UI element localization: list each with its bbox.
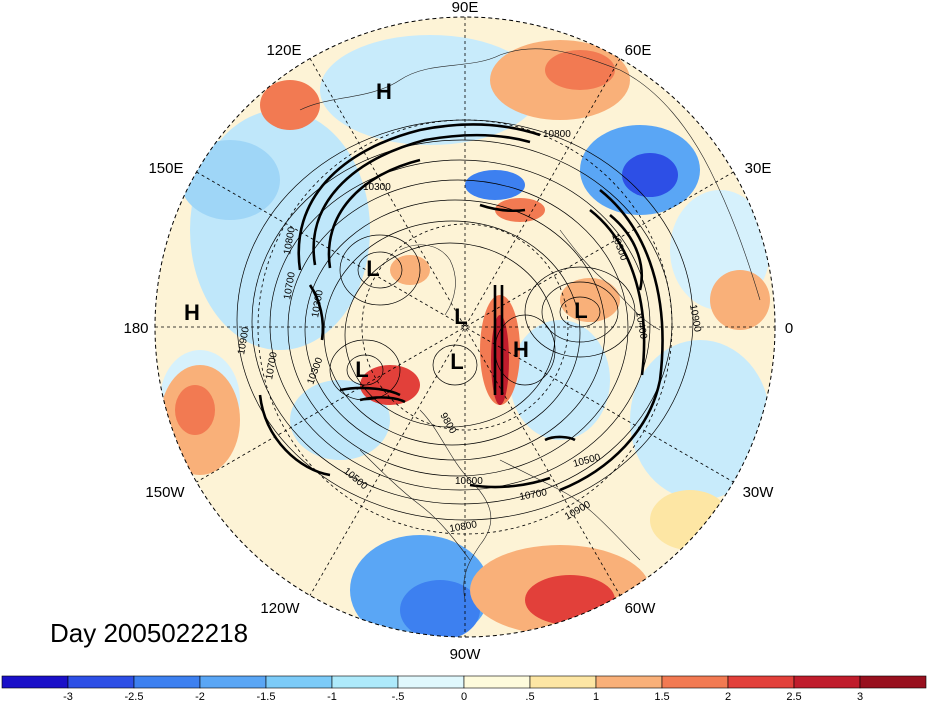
colorbar-tick-label: 3: [857, 691, 863, 702]
contour-label: 10800: [449, 519, 479, 535]
lon-label-60w: 60W: [625, 600, 657, 617]
pressure-center: L: [454, 304, 467, 329]
colorbar-swatch: [793, 675, 861, 689]
contour-label: 10400: [633, 311, 649, 341]
lon-label-30e: 30E: [745, 160, 772, 177]
colorbar-swatch: [265, 675, 333, 689]
contour-label: 10800: [543, 129, 571, 140]
lon-label-30w: 30W: [743, 484, 775, 501]
lon-label-150e: 150E: [148, 160, 183, 177]
jet-contours: [258, 123, 664, 492]
lon-label-180: 180: [123, 320, 148, 337]
colorbar-swatch: [67, 675, 135, 689]
pressure-center: L: [574, 298, 587, 323]
colorbar-tick-label: 2.5: [786, 691, 801, 702]
colorbar-swatch: [397, 675, 465, 689]
lon-label-60e: 60E: [625, 42, 652, 59]
contour-label: 10900: [236, 326, 252, 356]
colorbar-swatch: [199, 675, 267, 689]
anomaly-field: [155, 17, 775, 637]
colorbar-swatch: [529, 675, 597, 689]
map-title: Day 2005022218: [50, 618, 249, 648]
colorbar-tick-label: -2.5: [125, 691, 144, 702]
colorbar-tick-label: -3: [63, 691, 73, 702]
lon-label-150w: 150W: [145, 484, 185, 501]
contour-label: 10600: [455, 476, 483, 487]
map-border: [154, 16, 776, 638]
lon-label-90w: 90W: [450, 646, 482, 663]
coastlines: [299, 48, 761, 601]
pressure-centers: H H L L L H L L: [184, 79, 588, 382]
colorbar-tick-label: -1.5: [257, 691, 276, 702]
pressure-center: L: [355, 357, 368, 382]
contour-label: 10900: [687, 304, 703, 334]
colorbar-swatch: [331, 675, 399, 689]
lon-label-120w: 120W: [260, 600, 300, 617]
contour-label: 10800: [282, 226, 298, 256]
pressure-center: H: [184, 300, 200, 325]
colorbar-swatch: [727, 675, 795, 689]
colorbar-tick-label: 1: [593, 691, 599, 702]
colorbar-tick-label: 2: [725, 691, 731, 702]
contour-label: 10700: [519, 487, 549, 503]
contour-label: 10700: [264, 351, 280, 381]
pressure-center: L: [366, 256, 379, 281]
colorbar-tick-label: .5: [525, 691, 534, 702]
contour-label: 10300: [363, 182, 391, 193]
pressure-center: H: [376, 79, 392, 104]
colorbar-swatch: [661, 675, 729, 689]
colorbar-tick-label: 0: [461, 691, 467, 702]
colorbar-tick-label: 1.5: [654, 691, 669, 702]
colorbar-swatch: [463, 675, 531, 689]
colorbar-tick-label: -.5: [392, 691, 405, 702]
colorbar-swatch: [1, 675, 69, 689]
colorbar-tick-label: -2: [195, 691, 205, 702]
longitude-labels: 90E 60E 30E 0 30W 60W 90W 120W 150W 180 …: [123, 0, 793, 663]
contour-label: 10300: [310, 289, 326, 319]
colorbar: -3 -2.5 -2 -1.5 -1 -.5 0 .5 1 1.5 2 2.5 3: [1, 675, 927, 702]
colorbar-swatch: [133, 675, 201, 689]
contour-label: 10700: [282, 271, 298, 301]
colorbar-tick-label: -1: [327, 691, 337, 702]
pressure-center: H: [513, 337, 529, 362]
lon-label-90e: 90E: [452, 0, 479, 16]
colorbar-swatch: [859, 675, 927, 689]
colorbar-swatch: [595, 675, 663, 689]
lon-label-120e: 120E: [266, 42, 301, 59]
pressure-center: L: [450, 349, 463, 374]
lon-label-0: 0: [785, 320, 793, 337]
